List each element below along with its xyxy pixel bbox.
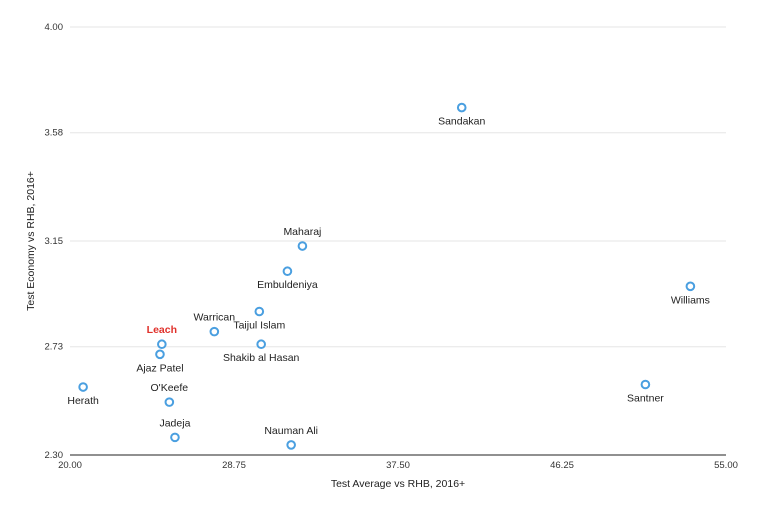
data-point xyxy=(640,379,651,390)
data-point-label: Taijul Islam xyxy=(233,319,285,331)
gridlines xyxy=(70,26,726,348)
data-point xyxy=(164,397,175,407)
x-tick-labels: 20.00 28.75 37.50 46.25 55.00 xyxy=(58,460,738,471)
data-point xyxy=(157,339,167,350)
data-point xyxy=(170,432,180,443)
data-point xyxy=(282,266,293,277)
y-tick-label: 4.00 xyxy=(45,22,64,33)
y-tick-label: 2.30 xyxy=(45,450,64,461)
data-point-label: Santner xyxy=(627,393,664,405)
x-tick-label: 28.75 xyxy=(222,460,246,471)
data-point xyxy=(256,339,266,350)
y-tick-label: 3.58 xyxy=(45,128,64,139)
x-tick-label: 55.00 xyxy=(714,460,738,471)
y-tick-label: 3.15 xyxy=(45,236,64,247)
data-point-label: Leach xyxy=(147,324,177,336)
data-point-label: Herath xyxy=(67,395,99,407)
data-point-label: Maharaj xyxy=(283,226,321,238)
data-point-label: Warrican xyxy=(194,312,236,324)
y-axis-title: Test Economy vs RHB, 2016+ xyxy=(25,171,37,311)
data-point xyxy=(286,440,296,450)
x-axis-title: Test Average vs RHB, 2016+ xyxy=(331,478,465,490)
data-point xyxy=(78,382,88,392)
data-points: Sandakan Maharaj Embuldeniya Williams Taijul… xyxy=(67,102,710,450)
data-point xyxy=(297,241,308,251)
data-point-label: Ajaz Patel xyxy=(136,362,183,374)
data-point-label: O'Keefe xyxy=(151,382,189,394)
data-point xyxy=(685,281,696,292)
data-point-label: Shakib al Hasan xyxy=(223,352,300,364)
data-point-label: Embuldeniya xyxy=(257,279,318,291)
x-tick-label: 20.00 xyxy=(58,460,82,471)
x-tick-label: 46.25 xyxy=(550,460,574,471)
data-point xyxy=(456,102,467,113)
data-point-label: Williams xyxy=(671,294,710,306)
data-point-label: Jadeja xyxy=(159,417,190,429)
data-point xyxy=(209,326,220,337)
data-point xyxy=(155,349,165,360)
data-point-label: Sandakan xyxy=(438,116,485,128)
x-tick-label: 37.50 xyxy=(386,460,410,471)
data-point-label: Nauman Ali xyxy=(264,425,318,437)
y-tick-labels: 2.30 2.73 3.15 3.58 4.00 xyxy=(45,22,64,461)
y-tick-label: 2.73 xyxy=(45,342,64,353)
data-point xyxy=(254,306,265,317)
